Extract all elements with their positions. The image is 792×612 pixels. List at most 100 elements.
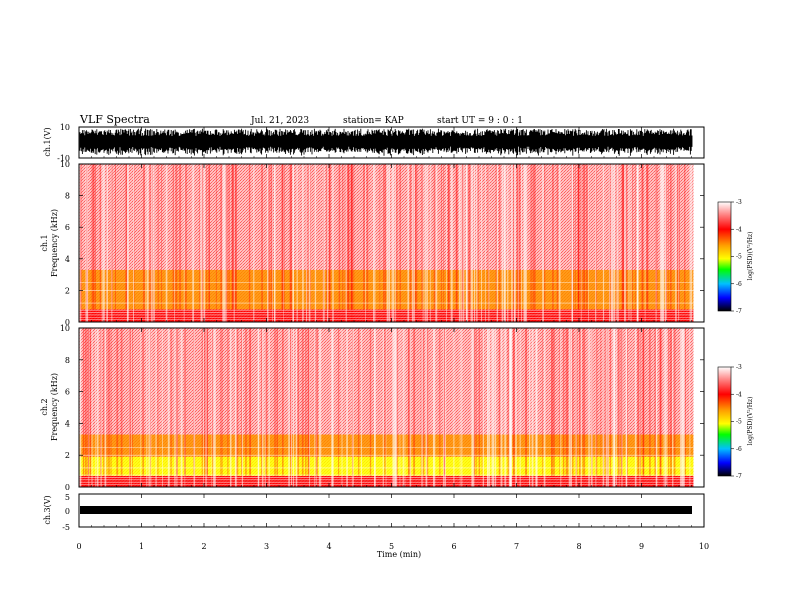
spectrogram-striation (595, 164, 597, 322)
spectrogram-striation (572, 328, 574, 487)
spectrogram-striation (663, 164, 665, 322)
spectrogram-striation (351, 328, 354, 487)
time-axis: 0 1 2 3 4 5 6 7 8 9 10 (76, 127, 709, 551)
spectrogram-striation (148, 328, 150, 487)
spectrogram-striation (333, 164, 334, 322)
spectrogram-striation (575, 164, 576, 322)
spectrogram-striation (482, 328, 484, 487)
spectrogram-striation (525, 328, 527, 487)
spectrogram-striation (150, 328, 151, 487)
spectrogram-striation (396, 164, 398, 322)
colorbar-tick-label: -3 (736, 364, 742, 371)
xtick-label: 6 (451, 542, 456, 551)
spectrogram-striation (395, 328, 398, 487)
spectrogram-striation (612, 328, 614, 487)
spectrogram-striation (516, 164, 518, 322)
xtick-label: 2 (201, 542, 206, 551)
spectrogram-striation (630, 164, 632, 322)
spectrogram-striation (684, 164, 686, 322)
spectrogram-striation (642, 328, 645, 487)
spectrogram-striation (487, 164, 490, 322)
ch3-waveform-ylabel: ch.3(V) (43, 495, 52, 524)
spectrogram-striation (344, 164, 346, 322)
spectrogram-striation (432, 328, 435, 487)
spectrogram-striation (116, 328, 119, 487)
xtick-label: 10 (699, 542, 709, 551)
spectrogram-striation (580, 328, 582, 487)
ch2-spectrogram-ylabel-frequency: Frequency (kHz) (50, 373, 59, 441)
ch1-waveform-trace (79, 128, 693, 156)
spectrogram-striation (396, 328, 398, 487)
spectrogram-striation (204, 328, 206, 487)
spectrogram-striation (257, 328, 259, 487)
spectrogram-striation (475, 328, 477, 487)
spectrogram-striation (152, 164, 154, 322)
spectrogram-striation (460, 164, 463, 322)
spectrogram-striation (683, 328, 685, 487)
spectrogram-striation (487, 328, 489, 487)
xtick-label: 9 (639, 542, 644, 551)
spectrogram-striation (407, 328, 410, 487)
spectrogram-striation (132, 328, 133, 487)
spectrogram-striation (308, 328, 310, 487)
spectrogram-striation (602, 328, 604, 487)
spectrogram-striation (172, 164, 175, 322)
ch1-ytick-bottom: -10 (57, 154, 70, 163)
ytick-label: 8 (65, 356, 70, 365)
spectrogram-striation (532, 164, 535, 322)
spectrogram-striation (180, 328, 182, 487)
spectrogram-striation (145, 164, 147, 322)
colorbar-tick-label: -5 (736, 419, 742, 426)
spectrogram-striation (513, 328, 515, 487)
spectrogram-striation (411, 164, 414, 322)
spectrogram-striation (193, 328, 196, 487)
spectrogram-striation (435, 164, 438, 322)
spectrogram-striation (89, 328, 91, 487)
spectrogram-striation (388, 164, 391, 322)
spectrogram-striation (282, 164, 284, 322)
spectrogram-striation (283, 164, 284, 322)
spectrogram-striation (374, 328, 375, 487)
spectrogram-striation (99, 164, 102, 322)
spectrogram-striation (421, 164, 424, 322)
spectrogram-striation (179, 164, 181, 322)
spectrogram-striation (295, 328, 298, 487)
spectrogram-striation (670, 164, 672, 322)
spectrogram-striation (155, 328, 157, 487)
spectrogram-striation (222, 164, 225, 322)
spectrogram-striation (637, 328, 639, 487)
spectrogram-striation (573, 164, 575, 322)
spectrogram-striation (661, 164, 664, 322)
ch3-ytick-bottom: -5 (62, 523, 70, 532)
ch1-spectrogram-image (79, 164, 694, 322)
spectrogram-striation (512, 328, 514, 487)
spectrogram-striation (628, 164, 630, 322)
spectrogram-striation (249, 328, 251, 487)
spectrogram-striation (315, 328, 318, 487)
spectrogram-striation (646, 164, 648, 322)
spectrogram-striation (233, 164, 235, 322)
spectrogram-striation (281, 164, 283, 322)
spectrogram-striation (350, 164, 353, 322)
spectrogram-striation (205, 328, 208, 487)
spectrogram-striation (106, 164, 108, 322)
ytick-label: 4 (65, 255, 70, 264)
spectrogram-striation (478, 328, 481, 487)
spectrogram-striation (631, 164, 633, 322)
spectrogram-striation (352, 328, 354, 487)
spectrogram-striation (338, 328, 340, 487)
figure-title: VLF Spectra (79, 113, 150, 126)
spectrogram-striation (322, 164, 325, 322)
spectrogram-striation (654, 328, 656, 487)
spectrogram-striation (551, 328, 553, 487)
spectrogram-striation (184, 328, 186, 487)
spectrogram-striation (374, 164, 376, 322)
spectrogram-striation (524, 164, 526, 322)
spectrogram-striation (236, 328, 239, 487)
spectrogram-striation (603, 328, 605, 487)
spectrogram-striation (272, 164, 273, 322)
colorbar-tick-label: -5 (736, 254, 742, 261)
ch1-colorbar-ticks: -3 -4 -5 -6 -7 (731, 199, 742, 315)
spectrogram-striation (602, 164, 605, 322)
xtick-label: 7 (514, 542, 519, 551)
